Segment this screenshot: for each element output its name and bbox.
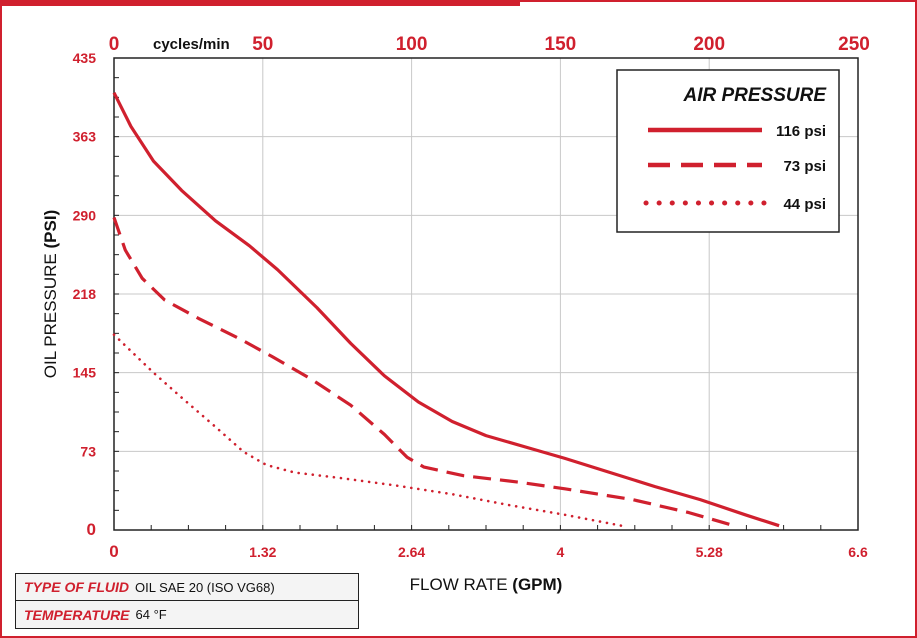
- x-tick-label: 2.64: [398, 544, 425, 560]
- fluid-info-table: TYPE OF FLUID OIL SAE 20 (ISO VG68) TEMP…: [15, 573, 359, 629]
- y-tick-label: 0: [87, 520, 96, 539]
- x-tick-label: 0: [109, 542, 118, 561]
- legend-label-73: 73 psi: [783, 158, 826, 175]
- y-tick-label: 73: [80, 443, 96, 459]
- temperature-row: TEMPERATURE 64 °F: [16, 601, 358, 628]
- y-tick-label: 290: [73, 207, 97, 223]
- y-tick-labels: 0 73 145 218 290 363 435: [73, 50, 97, 539]
- fluid-type-label: TYPE OF FLUID: [24, 579, 129, 595]
- series-line-116-psi: [112, 91, 780, 528]
- top-axis-unit-label: cycles/min: [153, 36, 230, 53]
- x-axis-label-unit: (GPM): [512, 575, 562, 594]
- series-line-73-psi: [112, 216, 735, 528]
- top-axis-tick-label: 100: [396, 34, 428, 55]
- y-axis-label-main: OIL PRESSURE: [41, 253, 60, 378]
- x-tick-labels: 0 1.32 2.64 4 5.28 6.6: [109, 542, 868, 561]
- y-tick-label: 435: [73, 50, 97, 66]
- temperature-value: 64 °F: [135, 607, 167, 622]
- top-axis-tick-label: 50: [252, 34, 273, 55]
- y-tick-label: 218: [73, 286, 97, 302]
- x-axis-label-main: FLOW RATE: [410, 575, 508, 594]
- x-tick-label: 1.32: [249, 544, 276, 560]
- legend-box: [616, 69, 840, 233]
- legend-label-116: 116 psi: [776, 123, 826, 140]
- top-axis-tick-label: 200: [693, 34, 725, 55]
- legend: AIR PRESSURE 116 psi 73 psi 44 psi: [616, 69, 840, 233]
- y-tick-label: 363: [73, 129, 97, 145]
- series-line-44-psi: [112, 333, 623, 528]
- x-axis-label: FLOW RATE (GPM): [410, 575, 563, 594]
- x-tick-label: 6.6: [848, 544, 868, 560]
- fluid-type-value: OIL SAE 20 (ISO VG68): [135, 579, 275, 595]
- top-axis-tick-labels: 0 50 100 150 200 250: [109, 34, 870, 55]
- top-accent-bar: [0, 0, 520, 6]
- top-axis-tick-label: 150: [545, 34, 577, 55]
- top-axis-tick-label: 250: [838, 34, 870, 55]
- top-axis-tick-label: 0: [109, 34, 120, 55]
- temperature-label: TEMPERATURE: [24, 606, 130, 623]
- y-axis-label: OIL PRESSURE (PSI): [41, 210, 60, 379]
- y-axis-label-unit: (PSI): [41, 210, 60, 249]
- legend-label-44: 44 psi: [783, 196, 826, 213]
- x-tick-label: 4: [557, 544, 565, 560]
- series-lines: [112, 91, 780, 528]
- x-tick-label: 5.28: [696, 544, 723, 560]
- y-tick-label: 145: [73, 365, 97, 381]
- minor-ticks: [113, 57, 859, 531]
- fluid-type-row: TYPE OF FLUID OIL SAE 20 (ISO VG68): [16, 574, 358, 601]
- legend-title: AIR PRESSURE: [682, 85, 827, 106]
